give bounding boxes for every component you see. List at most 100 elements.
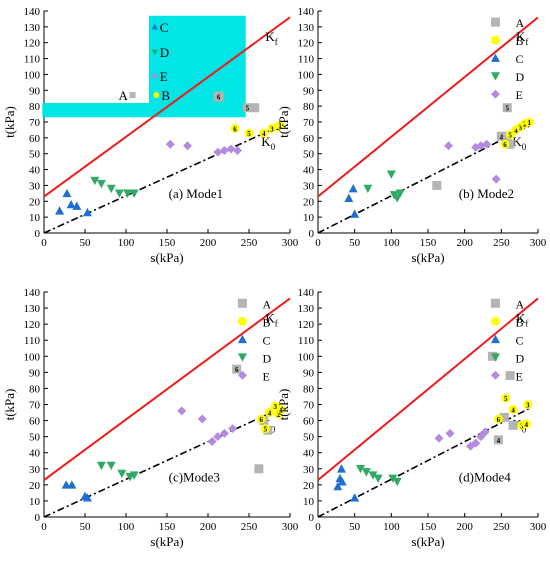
legend-label-b: B <box>262 315 270 329</box>
inset-legend-label-b: B <box>161 88 170 103</box>
data-point-a <box>493 435 503 445</box>
y-tick-label: 0 <box>309 512 315 524</box>
data-point-e <box>213 432 223 442</box>
data-point-e <box>444 141 454 151</box>
x-tick-label: 50 <box>349 521 361 533</box>
data-point-d <box>386 170 396 179</box>
data-point-c <box>336 464 346 473</box>
x-tick-label: 50 <box>80 521 92 533</box>
point-label: 4 <box>262 130 266 138</box>
data-point-d <box>392 477 402 487</box>
legend-label-d: D <box>515 351 524 365</box>
x-tick-label: 100 <box>118 521 135 533</box>
data-point-a <box>505 371 515 381</box>
x-tick-label: 150 <box>159 521 176 533</box>
y-tick-label: 10 <box>29 212 41 224</box>
k0-subscript: 0 <box>522 425 527 435</box>
inset-legend-marker-b <box>153 92 160 99</box>
k0-subscript: 0 <box>271 142 276 152</box>
y-tick-label: 90 <box>303 85 315 97</box>
y-tick-label: 70 <box>29 400 41 412</box>
y-tick-label: 110 <box>24 54 41 66</box>
x-tick-label: 200 <box>200 237 217 249</box>
point-label: 3 <box>273 403 277 411</box>
legend-label-e: E <box>262 369 269 383</box>
data-point-b <box>259 128 269 138</box>
y-tick-label: 80 <box>303 101 315 113</box>
point-label: 6 <box>233 125 237 133</box>
kf-label: Kf <box>516 29 528 47</box>
legend-marker-a <box>490 17 500 27</box>
y-tick-label: 140 <box>298 287 315 299</box>
inset-legend-marker-c <box>151 23 158 30</box>
point-label: 5 <box>508 132 512 140</box>
point-label: 5 <box>247 130 251 138</box>
data-point-b <box>260 424 270 434</box>
y-tick-label: 90 <box>29 85 41 97</box>
x-axis-title: s(kPa) <box>411 250 444 265</box>
point-label: 5 <box>505 105 509 113</box>
y-tick-label: 110 <box>24 335 41 347</box>
data-point-b <box>276 404 286 414</box>
y-tick-label: 80 <box>29 101 41 113</box>
point-label: 5 <box>246 105 250 113</box>
y-tick-label: 30 <box>29 464 41 476</box>
data-point-d <box>129 189 139 198</box>
y-tick-label: 30 <box>303 464 315 476</box>
data-point-b <box>493 414 503 424</box>
point-label: 5 <box>264 426 268 434</box>
y-tick-label: 80 <box>303 383 315 395</box>
y-tick-label: 120 <box>24 38 41 50</box>
legend-marker-e <box>490 370 500 380</box>
panel-2: 0 50 100 150 200 250 3000102030405060708090100… <box>276 6 547 265</box>
data-point-a <box>502 103 512 113</box>
kf-subscript: f <box>525 319 528 329</box>
y-tick-label: 20 <box>29 480 41 492</box>
data-point-c <box>344 193 354 202</box>
kf-line <box>43 297 291 481</box>
x-tick-label: 150 <box>159 237 176 249</box>
legend-label-b: B <box>515 34 523 48</box>
legend-label-b: B <box>515 315 523 329</box>
data-point-d <box>388 474 398 483</box>
y-tick-label: 60 <box>29 416 41 428</box>
legend-label-a: A <box>262 297 271 311</box>
point-label: 6 <box>497 416 501 424</box>
data-point-c <box>66 199 76 209</box>
point-label: 5 <box>504 395 508 403</box>
x-tick-label: 200 <box>456 521 473 533</box>
data-point-c <box>82 493 92 502</box>
point-label: 4 <box>514 127 518 135</box>
x-tick-label: 250 <box>241 237 258 249</box>
x-axis-title: s(kPa) <box>411 534 444 549</box>
data-point-b <box>501 393 511 403</box>
data-point-e <box>482 139 492 149</box>
kf-line <box>43 16 291 198</box>
y-tick-label: 50 <box>303 432 315 444</box>
point-label: 2 <box>277 411 281 419</box>
data-point-b <box>508 404 518 414</box>
data-point-e <box>471 438 481 448</box>
inset-legend-label-a: A <box>119 88 129 103</box>
x-tick-label: 250 <box>493 521 510 533</box>
point-label: 4 <box>525 421 529 429</box>
y-tick-label: 100 <box>298 351 315 363</box>
data-point-d <box>361 468 371 477</box>
legend-marker-b <box>237 316 247 326</box>
y-tick-label: 60 <box>303 133 315 145</box>
kf-label: Kf <box>265 29 277 47</box>
panel-label: (b) Mode2 <box>459 186 514 201</box>
data-point-e <box>491 174 501 184</box>
point-label: 3 <box>270 125 274 133</box>
point-label: 6 <box>260 416 264 424</box>
x-tick-label: 250 <box>241 521 258 533</box>
y-tick-label: 90 <box>29 367 41 379</box>
y-tick-label: 100 <box>298 69 315 81</box>
data-point-d <box>363 184 373 194</box>
data-point-e <box>207 436 217 446</box>
point-label: 1 <box>278 122 282 130</box>
data-point-a <box>508 420 518 430</box>
x-tick-label: 100 <box>118 237 135 249</box>
y-tick-label: 40 <box>303 448 315 460</box>
